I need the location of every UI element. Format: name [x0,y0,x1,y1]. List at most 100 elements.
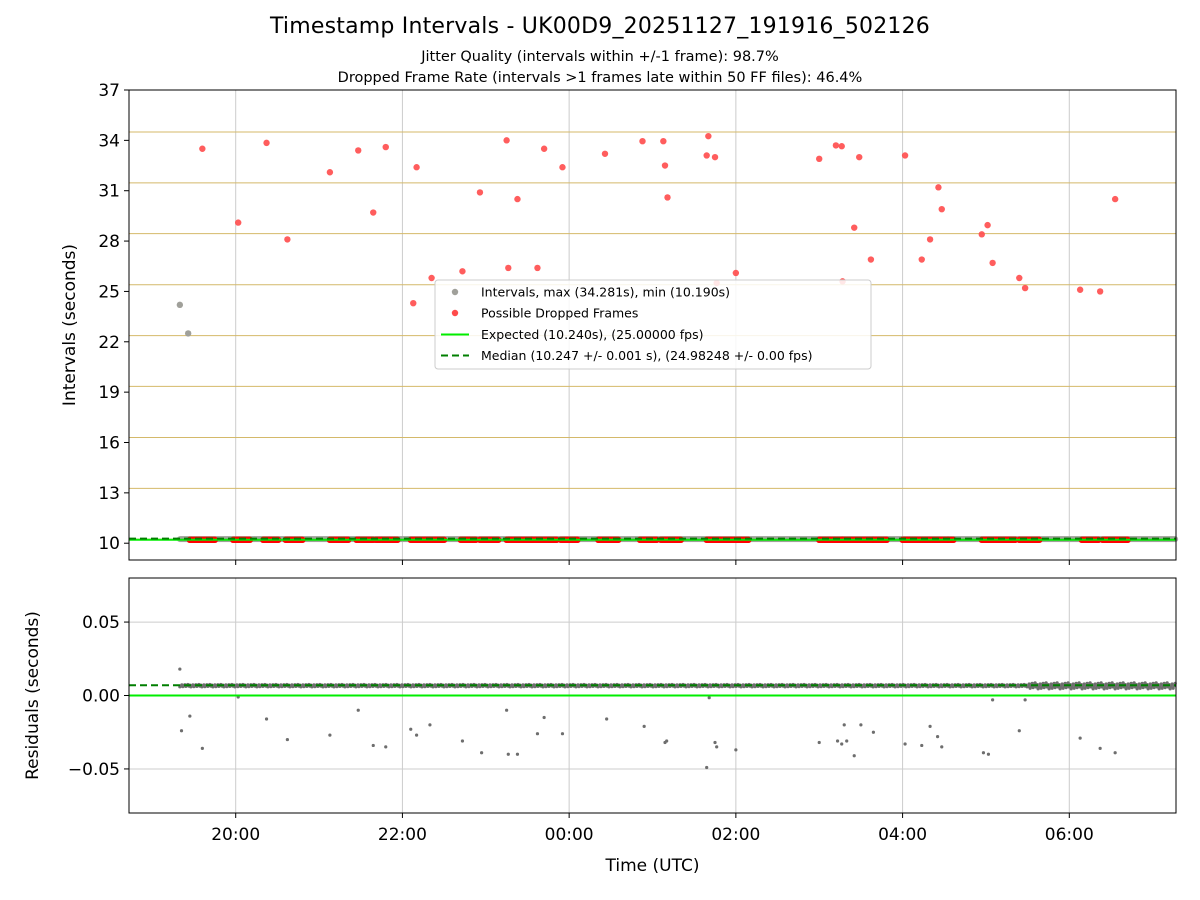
dropped-frame-point [1076,286,1084,293]
residual-point [840,742,844,746]
residual-point [1160,686,1164,690]
x-tick-label: 00:00 [545,825,594,845]
residual-point [707,696,711,700]
residual-point [935,735,940,739]
residual-point [1039,686,1043,690]
residual-point [734,748,738,752]
residual-point [928,724,932,728]
residual-point [515,752,520,756]
residual-point [505,708,509,712]
residual-point [1116,686,1120,690]
residual-point [1113,687,1117,691]
residuals-panel: 0.05 0.00 −0.05 20:00 22:00 00:00 02:00 04:00 06… [23,577,1177,876]
residual-point [1050,686,1054,690]
dropped-frame-point [534,264,541,272]
residual-point [1168,687,1172,691]
residual-point [1080,687,1084,691]
dropped-frame-point [732,269,740,277]
residual-point [535,732,540,736]
residual-point [1047,687,1051,691]
dropped-frame-point [235,219,242,226]
x-tick-label: 20:00 [211,825,260,845]
residual-point [1091,687,1095,691]
dropped-frame-point [459,268,466,275]
residual-point [1097,686,1101,690]
legend-marker-dropped [451,309,459,317]
dropped-frame-point [978,231,985,238]
dropped-frame-point [984,221,991,229]
y-tick-label: 0.00 [82,687,120,707]
residual-point [560,732,565,736]
residual-point [1086,686,1090,690]
dropped-frame-point [263,139,270,147]
dropped-frame-point [867,256,875,263]
residual-point [179,729,184,733]
residual-point [1036,687,1040,691]
residual-point [665,739,669,743]
y-tick-label: −0.05 [68,760,120,780]
residual-point [1094,686,1098,690]
residual-point [1124,687,1128,691]
residual-point [285,737,289,742]
dropped-frame-point [601,150,609,157]
residual-point [991,698,995,702]
dropped-frame-point [926,236,934,243]
residual-point [1053,686,1057,690]
residual-point [859,723,863,727]
residual-point [1072,686,1076,690]
residual-point [264,717,269,721]
residual-point [1061,686,1065,690]
residual-point [920,743,924,748]
residual-point [940,745,944,749]
chart-title: Timestamp Intervals - UK00D9_20251127_19… [269,14,931,39]
residual-point [1023,698,1027,702]
dropped-frame-point [938,205,945,213]
residual-point [642,724,646,728]
dropped-frame-point [664,194,671,201]
residual-point [384,745,388,749]
x-tick-label: 04:00 [878,825,927,845]
residual-point [1152,686,1156,690]
x-tick-label: 22:00 [378,825,427,845]
interval-point [176,301,184,309]
dropped-frame-point [476,189,484,196]
dropped-frame-point [918,256,925,263]
residual-point [1105,686,1109,690]
residual-point [842,723,846,727]
residual-point [1078,736,1082,740]
dropped-frame-point [326,169,334,176]
legend-label: Intervals, max (34.281s), min (10.190s) [481,285,730,300]
residual-point [986,752,991,756]
residual-point [1108,686,1112,690]
dropped-frame-point [370,209,377,216]
dropped-frame-point [660,137,667,145]
residual-point [428,723,432,727]
residual-point [371,743,375,748]
dropped-frame-point [832,142,840,149]
residual-point [1028,686,1032,690]
legend-label: Expected (10.240s), (25.00000 fps) [481,327,703,342]
dropped-frame-point [410,299,417,307]
dropped-frame-point [856,153,863,161]
residual-point [1146,687,1150,691]
dropped-frame-point [901,152,909,159]
dropped-frame-point [413,164,420,171]
residual-point [1017,729,1021,733]
residual-point [1171,686,1175,690]
dropped-frame-point [711,153,719,161]
legend: Intervals, max (34.281s), min (10.190s) P… [434,279,872,370]
chart-subtitle-dropped: Dropped Frame Rate (intervals >1 frames … [337,70,863,86]
residual-point [1102,687,1106,691]
residual-point [835,739,840,743]
y-tick-label: 28 [98,232,120,252]
intervals-panel: 10 13 16 19 22 25 28 31 34 37 Intervals (seconds) [60,81,1179,565]
residual-point [414,733,419,737]
residual-point [356,708,360,712]
residual-point [1064,686,1068,690]
dropped-frame-point [428,274,435,282]
x-tick-label: 02:00 [711,825,760,845]
dropped-frame-point [639,137,646,145]
y-tick-label: 10 [98,534,120,554]
legend-box [434,279,872,370]
